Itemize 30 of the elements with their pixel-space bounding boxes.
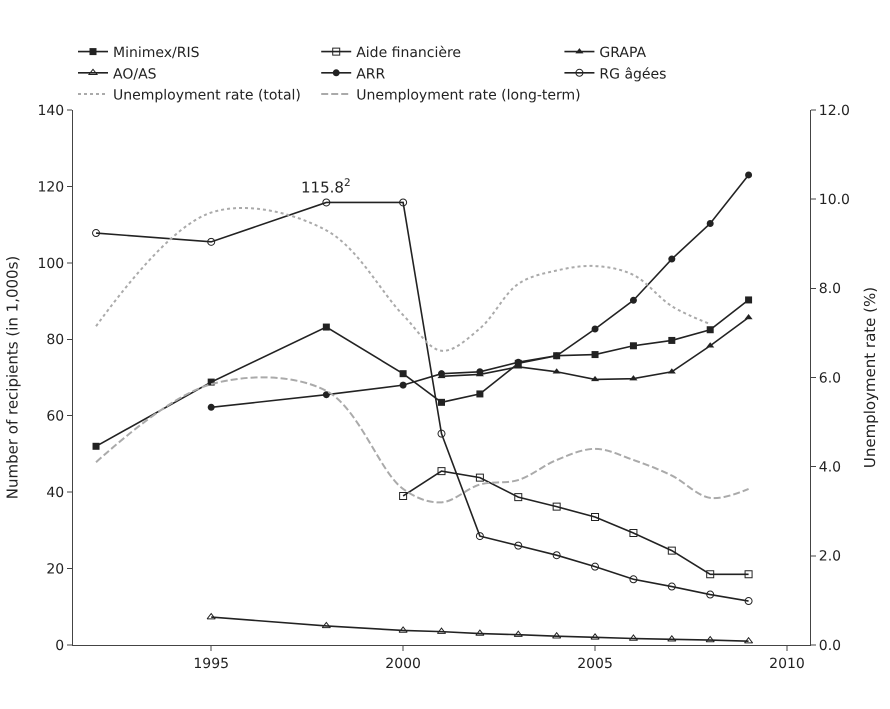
legend-label: ARR — [356, 66, 386, 82]
y2-tick-label: 10.0 — [818, 192, 850, 208]
y2-tick-label: 4.0 — [818, 460, 842, 476]
x-tick-label: 2000 — [385, 656, 421, 672]
y-tick-label: 80 — [46, 332, 64, 348]
y-tick-label: 120 — [37, 179, 64, 196]
y-tick-label: 60 — [46, 408, 64, 425]
legend-label: Unemployment rate (long-term) — [356, 87, 581, 104]
legend-label: GRAPA — [599, 45, 647, 62]
y-tick-label: 0 — [55, 638, 64, 654]
y2-tick-label: 8.0 — [818, 281, 842, 298]
y-axis-title: Number of recipients (in 1,000s) — [4, 256, 22, 500]
x-tick-label: 2005 — [577, 656, 613, 672]
y2-tick-label: 6.0 — [818, 370, 842, 386]
legend-label: Aide financière — [356, 45, 462, 62]
annotation: 115.8$^{2}$ — [301, 177, 351, 196]
y-tick-label: 20 — [46, 561, 64, 578]
y2-tick-label: 12.0 — [818, 102, 850, 119]
y-tick-label: 40 — [46, 485, 64, 502]
y-tick-label: 140 — [37, 102, 64, 119]
legend-label: Minimex/RIS — [113, 45, 200, 62]
x-tick-label: 1995 — [193, 656, 230, 672]
y2-tick-label: 2.0 — [818, 548, 842, 565]
x-tick-label: 2010 — [769, 656, 805, 672]
y2-axis-title: Unemployment rate (%) — [860, 286, 879, 468]
y2-tick-label: 0.0 — [818, 638, 842, 654]
legend-label: RG âgées — [599, 66, 666, 82]
legend-label: Unemployment rate (total) — [113, 87, 301, 104]
y-tick-label: 100 — [37, 256, 64, 272]
legend-label: AO/AS — [113, 66, 157, 82]
